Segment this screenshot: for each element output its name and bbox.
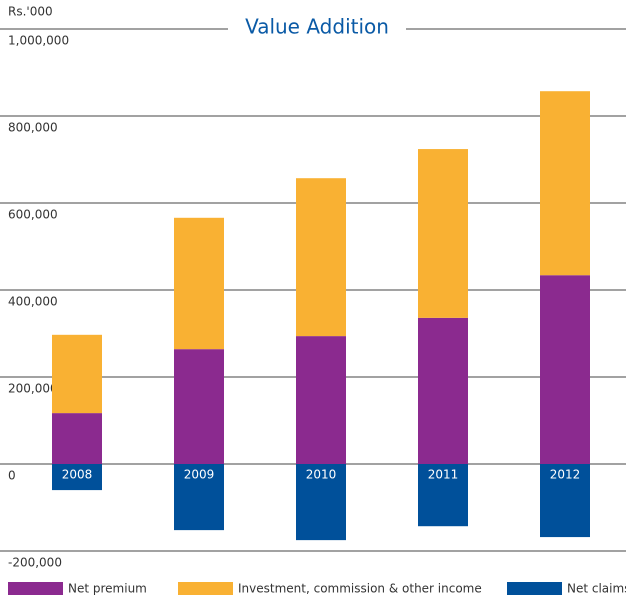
x-tick-label: 2009 bbox=[184, 468, 215, 482]
bar-segment bbox=[174, 464, 224, 531]
bar-segment bbox=[52, 413, 102, 464]
bar-segment bbox=[418, 149, 468, 318]
y-tick-label: 200,000 bbox=[8, 382, 58, 396]
legend-swatch bbox=[507, 582, 562, 595]
title-background bbox=[228, 12, 406, 46]
bar-segment bbox=[174, 217, 224, 350]
bar-segment bbox=[52, 334, 102, 414]
y-tick-label: -200,000 bbox=[8, 556, 62, 570]
x-tick-label: 2012 bbox=[550, 468, 581, 482]
legend-swatch bbox=[8, 582, 63, 595]
legend-label: Net premium bbox=[68, 582, 147, 596]
bar-segment bbox=[296, 336, 346, 464]
chart-title: Value Addition bbox=[245, 15, 389, 39]
legend-swatch bbox=[178, 582, 233, 595]
bar-segment bbox=[540, 275, 590, 464]
bar-segment bbox=[296, 464, 346, 541]
x-tick-label: 2011 bbox=[428, 468, 459, 482]
bar-segment bbox=[418, 464, 468, 527]
y-axis-label: Rs.'000 bbox=[8, 5, 53, 19]
x-tick-label: 2010 bbox=[306, 468, 337, 482]
bar-segment bbox=[418, 317, 468, 464]
y-tick-label: 600,000 bbox=[8, 208, 58, 222]
legend-label: Investment, commission & other income bbox=[238, 582, 482, 596]
bar-segment bbox=[174, 349, 224, 464]
x-tick-label: 2008 bbox=[62, 468, 93, 482]
y-tick-label: 1,000,000 bbox=[8, 34, 69, 48]
bar-segment bbox=[52, 464, 102, 491]
bar-segment bbox=[540, 91, 590, 276]
y-tick-label: 800,000 bbox=[8, 121, 58, 135]
legend-label: Net claims bbox=[567, 582, 626, 596]
bar-segment bbox=[296, 178, 346, 337]
y-tick-label: 400,000 bbox=[8, 295, 58, 309]
y-tick-label: 0 bbox=[8, 469, 16, 483]
bar-segment bbox=[540, 464, 590, 538]
